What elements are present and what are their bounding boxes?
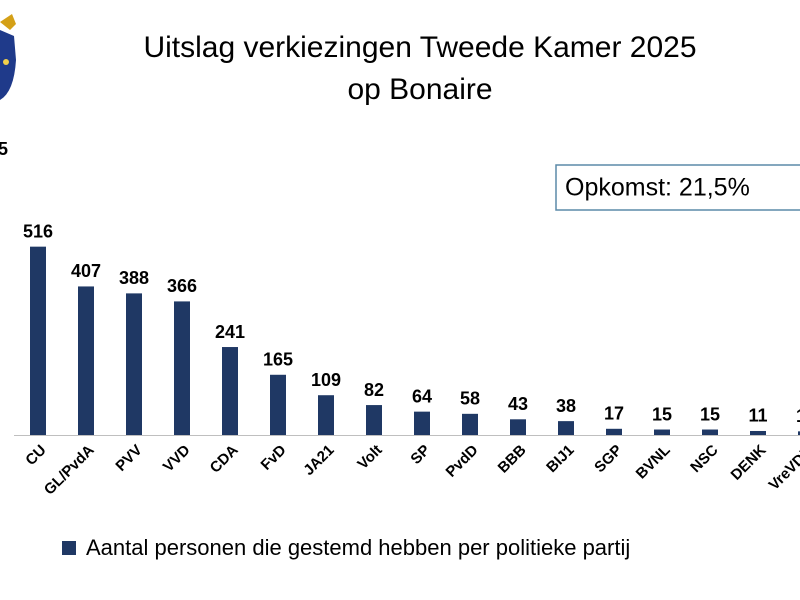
- x-tick-label: BIJ1: [543, 442, 577, 476]
- x-tick-label: CU: [22, 442, 49, 469]
- x-tick-label: NSC: [687, 441, 722, 476]
- bar: [126, 293, 142, 435]
- bar: [318, 395, 334, 435]
- x-tick-label: FvD: [258, 442, 290, 474]
- value-label: 109: [311, 370, 341, 390]
- x-tick-label: BBB: [495, 441, 530, 476]
- bar: [366, 405, 382, 435]
- value-label: 38: [556, 396, 576, 416]
- x-tick-label: DENK: [728, 442, 770, 484]
- x-tick-label: VreVDie: [766, 442, 800, 494]
- annotation-box: [555, 164, 800, 211]
- value-label: 17: [604, 404, 624, 424]
- x-tick-label: GL/PvdA: [41, 441, 98, 498]
- bar: [270, 374, 286, 435]
- x-tick-label: VVD: [160, 441, 194, 475]
- value-label: 366: [167, 276, 197, 296]
- bar: [558, 421, 574, 435]
- bar: [750, 430, 766, 435]
- corner-text: 5: [0, 139, 8, 159]
- value-label: 241: [215, 322, 245, 342]
- legend-label: Aantal personen die gestemd hebben per p…: [86, 535, 630, 560]
- x-tick-label: PVV: [112, 442, 145, 475]
- bar: [654, 429, 670, 435]
- value-label: 10: [796, 406, 800, 426]
- value-label: 407: [71, 261, 101, 281]
- legend-swatch: [62, 541, 76, 555]
- x-tick-label: JA21: [300, 442, 337, 479]
- bar: [606, 428, 622, 435]
- bar: [30, 246, 46, 435]
- value-label: 15: [652, 404, 672, 424]
- value-label: 58: [460, 389, 480, 409]
- x-tick-label: SP: [407, 442, 433, 468]
- bar: [222, 347, 238, 435]
- value-label: 165: [263, 350, 293, 370]
- bar: [174, 301, 190, 435]
- x-tick-label: PvdD: [443, 441, 482, 480]
- bar: [414, 411, 430, 435]
- chart-subtitle: op Bonaire: [347, 73, 492, 106]
- value-label: 82: [364, 380, 384, 400]
- x-tick-label: CDA: [207, 441, 242, 476]
- bar: [462, 413, 478, 435]
- value-label: 516: [23, 221, 53, 241]
- value-label: 43: [508, 394, 528, 414]
- x-tick-label: BVNL: [633, 442, 674, 483]
- value-label: 64: [412, 386, 432, 406]
- value-label: 15: [700, 404, 720, 424]
- logo: [0, 14, 16, 100]
- bar: [510, 419, 526, 435]
- x-tick-label: Volt: [354, 442, 385, 473]
- bar: [78, 286, 94, 435]
- annotation: Opkomst: 21,5%: [565, 174, 750, 202]
- value-label: 388: [119, 268, 149, 288]
- bar: [702, 429, 718, 435]
- x-tick-label: SGP: [591, 442, 625, 476]
- value-label: 11: [748, 406, 767, 426]
- bar: [798, 431, 800, 435]
- chart-title: Uitslag verkiezingen Tweede Kamer 2025: [143, 31, 696, 64]
